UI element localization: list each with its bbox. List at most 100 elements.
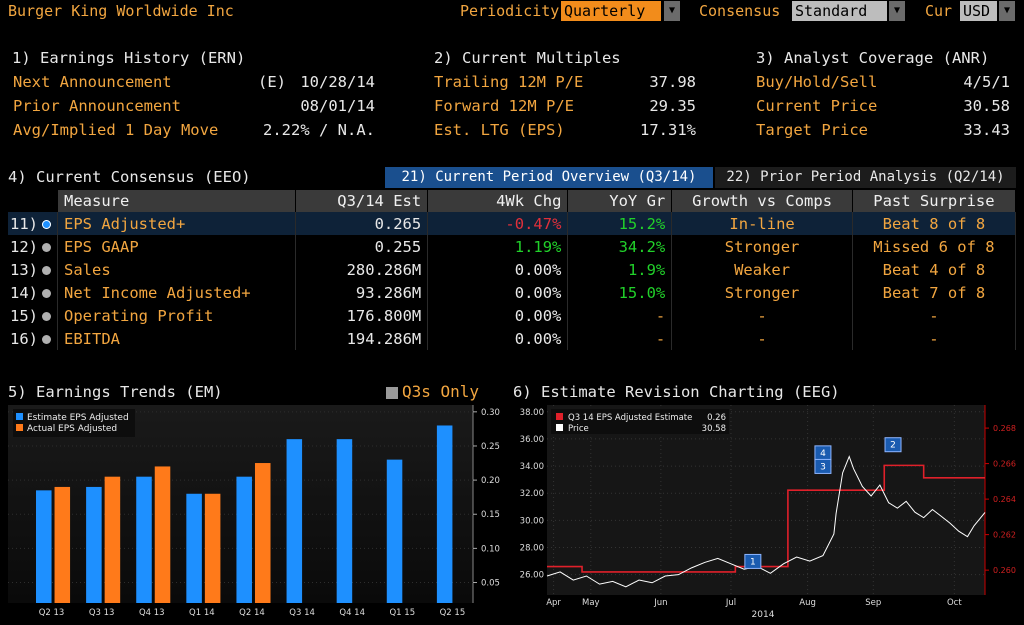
revision-marker-label: 4	[820, 449, 826, 459]
x-tick-label: Q1 14	[189, 608, 215, 618]
col-yoy-gr[interactable]: YoY Gr	[567, 190, 673, 212]
table-row[interactable]: 13) Sales 280.286M 0.00% 1.9% Weaker Bea…	[8, 258, 1017, 281]
tab-current-period[interactable]: 21) Current Period Overview (Q3/14)	[385, 167, 713, 188]
buy-hold-sell-value: 4/5/1	[963, 73, 1010, 91]
measure-cell[interactable]: Operating Profit	[57, 304, 297, 327]
ltg-label: Est. LTG (EPS)	[434, 121, 565, 139]
forward-pe-value: 29.35	[649, 97, 696, 115]
target-price-label: Target Price	[756, 121, 868, 139]
table-row[interactable]: 12) EPS GAAP 0.255 1.19% 34.2% Stronger …	[8, 235, 1017, 258]
currency-select[interactable]: USD	[960, 1, 997, 21]
current-price-value: 30.58	[963, 97, 1010, 115]
left-tick-label: 26.00	[520, 571, 544, 581]
target-price-value: 33.43	[963, 121, 1010, 139]
revision-marker-icon[interactable]	[744, 553, 762, 569]
bar	[236, 476, 252, 603]
consensus-label: Consensus	[699, 2, 781, 20]
estimate-line	[547, 464, 985, 573]
x-axis-year: 2014	[752, 610, 775, 620]
right-tick-label: 0.268	[993, 424, 1016, 433]
estimate-cell: 0.265	[295, 212, 429, 235]
y-tick-label: 0.10	[481, 544, 500, 554]
comps-cell: Weaker	[671, 258, 853, 281]
row-number: 16)	[10, 329, 38, 348]
measure-cell[interactable]: EPS Adjusted+	[57, 212, 297, 235]
bar	[136, 476, 152, 603]
estimate-cell: 194.286M	[295, 327, 429, 350]
periodicity-select[interactable]: Quarterly	[561, 1, 661, 21]
bar	[154, 466, 171, 603]
measure-cell[interactable]: Net Income Adjusted+	[57, 281, 297, 304]
revision-marker-label: 3	[820, 462, 826, 472]
consensus-select[interactable]: Standard	[792, 1, 887, 21]
surprise-cell: Beat 4 of 8	[852, 258, 1017, 281]
col-4wk-chg[interactable]: 4Wk Chg	[427, 190, 569, 212]
x-tick-label: Sep	[865, 598, 881, 608]
radio-icon[interactable]	[42, 288, 51, 298]
radio-icon[interactable]	[42, 334, 51, 344]
periodicity-label: Periodicity	[460, 2, 560, 20]
revision-marker-icon[interactable]	[814, 458, 832, 474]
current-consensus-title[interactable]: 4) Current Consensus (EEO)	[8, 168, 251, 186]
bar	[186, 493, 202, 603]
q3s-only-label[interactable]: Q3s Only	[402, 382, 480, 401]
radio-icon[interactable]	[42, 219, 51, 229]
table-row[interactable]: 11) EPS Adjusted+ 0.265 -0.47% 15.2% In-…	[8, 212, 1017, 235]
estimate-cell: 93.286M	[295, 281, 429, 304]
earnings-trends-title[interactable]: 5) Earnings Trends (EM)	[8, 383, 223, 401]
x-tick-label: Q4 14	[339, 608, 365, 618]
price-line	[546, 455, 986, 588]
table-row[interactable]: 14) Net Income Adjusted+ 93.286M 0.00% 1…	[8, 281, 1017, 304]
measure-cell[interactable]: Sales	[57, 258, 297, 281]
chg-cell: 0.00%	[427, 258, 569, 281]
trailing-pe-value: 37.98	[649, 73, 696, 91]
x-tick-label: Q3 13	[89, 608, 115, 618]
left-tick-label: 28.00	[520, 544, 544, 554]
col-growth-vs-comps[interactable]: Growth vs Comps	[671, 190, 853, 212]
currency-dropdown-icon[interactable]: ▼	[999, 1, 1015, 21]
next-announcement-value: 10/28/14	[300, 73, 375, 91]
table-row[interactable]: 16) EBITDA 194.286M 0.00% - - -	[8, 327, 1017, 350]
chg-cell: -0.47%	[427, 212, 569, 235]
analyst-coverage-title[interactable]: 3) Analyst Coverage (ANR)	[756, 49, 990, 67]
q3s-only-checkbox[interactable]	[386, 387, 398, 399]
row-number: 13)	[10, 260, 38, 279]
radio-icon[interactable]	[42, 265, 51, 275]
bar	[286, 439, 303, 603]
current-price-label: Current Price	[756, 97, 878, 115]
row-number: 12)	[10, 237, 38, 256]
y-tick-label: 0.20	[481, 476, 500, 486]
chg-cell: 0.00%	[427, 304, 569, 327]
yoy-cell: 15.0%	[567, 281, 673, 304]
radio-icon[interactable]	[42, 242, 51, 252]
left-tick-label: 30.00	[520, 516, 544, 526]
col-measure[interactable]: Measure	[57, 190, 297, 212]
earnings-history-title[interactable]: 1) Earnings History (ERN)	[12, 49, 246, 67]
legend-value: 30.58	[702, 424, 726, 434]
bar	[104, 476, 121, 603]
consensus-dropdown-icon[interactable]: ▼	[889, 1, 905, 21]
revision-marker-icon[interactable]	[884, 437, 902, 453]
y-tick-label: 0.30	[481, 408, 500, 418]
estimate-revision-title[interactable]: 6) Estimate Revision Charting (EEG)	[513, 383, 840, 401]
yoy-cell: 34.2%	[567, 235, 673, 258]
current-multiples-title[interactable]: 2) Current Multiples	[434, 49, 621, 67]
measure-cell[interactable]: EBITDA	[57, 327, 297, 350]
comps-cell: Stronger	[671, 281, 853, 304]
comps-cell: -	[671, 304, 853, 327]
x-tick-label: Oct	[947, 598, 962, 608]
col-past-surprise[interactable]: Past Surprise	[852, 190, 1017, 212]
legend-entry: Q3 14 EPS Adjusted Estimate	[568, 413, 692, 423]
yoy-cell: -	[567, 327, 673, 350]
tab-prior-period[interactable]: 22) Prior Period Analysis (Q2/14)	[715, 167, 1016, 188]
yoy-cell: 15.2%	[567, 212, 673, 235]
radio-icon[interactable]	[42, 311, 51, 321]
col-estimate[interactable]: Q3/14 Est	[295, 190, 429, 212]
x-tick-label: Jun	[653, 598, 667, 608]
periodicity-dropdown-icon[interactable]: ▼	[664, 1, 680, 21]
estimate-cell: 0.255	[295, 235, 429, 258]
bar	[436, 425, 453, 603]
table-row[interactable]: 15) Operating Profit 176.800M 0.00% - - …	[8, 304, 1017, 327]
earnings-trends-chart: Q2 13 Q3 13 Q4 13 Q1 14 Q2 14 Q3 14 Q4 14 Q1 15…	[8, 405, 500, 618]
measure-cell[interactable]: EPS GAAP	[57, 235, 297, 258]
